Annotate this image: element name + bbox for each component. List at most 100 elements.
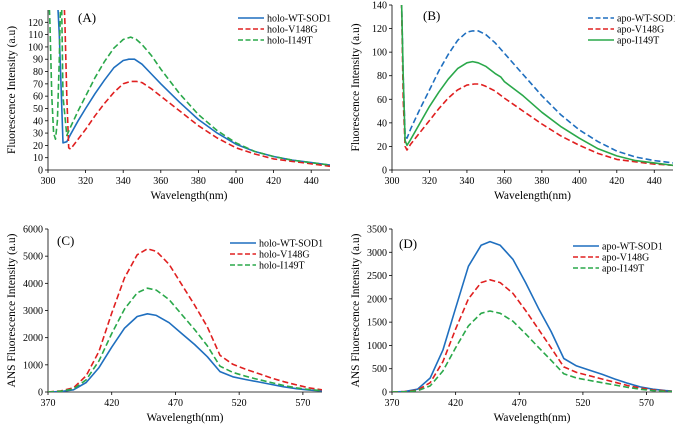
legend-entry: holo-WT-SOD1 [267, 14, 331, 25]
x-tick-label: 420 [448, 398, 463, 409]
y-tick-label: 10 [33, 153, 43, 164]
x-tick-label: 370 [385, 398, 400, 409]
y-axis-label: Fluorescence Intensity (a.u) [6, 26, 18, 154]
x-tick-label: 380 [534, 176, 549, 187]
x-tick-label: 340 [116, 176, 131, 187]
x-tick-label: 400 [572, 176, 587, 187]
chart-panel-d: 0 500 1000 1500 2000 2500 3000 3500 370 420 470 520… [350, 225, 672, 424]
y-axis-label: ANS Fluorescence Intensity (a.u) [6, 233, 18, 387]
x-tick-label: 300 [41, 176, 56, 187]
y-axis-label: ANS Fluorescence Intensity (a.u) [350, 233, 362, 387]
y-tick-label: 30 [33, 129, 43, 140]
x-tick-label: 440 [647, 176, 662, 187]
series-line-holo-i149t [48, 10, 330, 166]
x-tick-label: 520 [575, 398, 590, 409]
legend-entry: holo-V148G [259, 250, 310, 261]
y-tick-label: 110 [28, 30, 43, 41]
legend-entry: holo-WT-SOD1 [259, 239, 323, 250]
y-tick-label: 100 [372, 48, 387, 59]
legend-entry: holo-I149T [267, 36, 313, 47]
series-line-holo-v148g [48, 248, 322, 392]
y-tick-label: 0 [382, 388, 387, 399]
chart-panel-b: 0 20 40 60 80 100 120 140 300 320 340 360 380 400 420 4… [350, 1, 675, 203]
y-tick-label: 20 [377, 142, 387, 153]
x-tick-label: 470 [168, 398, 183, 409]
legend-entry: apo-WT-SOD1 [617, 14, 675, 25]
panel-label: (A) [78, 10, 96, 25]
x-tick-label: 570 [639, 398, 654, 409]
series-lines [392, 240, 672, 392]
x-axis-label: Wavelength(nm) [494, 412, 571, 424]
legend-entry: apo-I149T [617, 36, 659, 47]
legend-entry: holo-V148G [267, 25, 318, 36]
x-tick-label: 360 [153, 176, 168, 187]
series-line-holo-wt-sod1 [48, 312, 322, 392]
x-tick-label: 370 [41, 398, 56, 409]
y-tick-label: 1500 [367, 318, 387, 329]
chart-panel-c: 0 1000 2000 3000 4000 5000 6000 370 420 470 520 570… [6, 225, 323, 425]
y-tick-label: 4000 [23, 279, 43, 290]
series-line-apo-wt-sod1 [400, 5, 673, 164]
legend-entry: apo-I149T [602, 264, 644, 275]
y-tick-label: 20 [33, 141, 43, 152]
y-tick-label: 2500 [367, 271, 387, 282]
series-line-apo-v148g [392, 278, 672, 392]
y-axis-label: Fluorescence Intensity (a.u) [350, 23, 362, 151]
y-tick-label: 1000 [23, 360, 43, 371]
legend-entry: apo-V148G [602, 253, 649, 264]
series-lines [48, 248, 322, 392]
y-tick-label: 500 [372, 364, 387, 375]
y-tick-label: 6000 [23, 225, 43, 236]
panel-label: (C) [57, 233, 74, 248]
y-tick-label: 0 [382, 166, 387, 177]
y-tick-label: 80 [377, 71, 387, 82]
y-tick-label: 0 [38, 166, 43, 177]
panel-label: (D) [399, 236, 417, 251]
x-tick-label: 520 [232, 398, 247, 409]
y-tick-label: 40 [33, 116, 43, 127]
y-tick-label: 70 [33, 79, 43, 90]
y-tick-label: 60 [377, 95, 387, 106]
x-axis-label: Wavelength(nm) [494, 190, 571, 202]
x-tick-label: 380 [191, 176, 206, 187]
x-tick-label: 420 [266, 176, 281, 187]
x-tick-label: 440 [304, 176, 319, 187]
x-tick-label: 420 [609, 176, 624, 187]
y-tick-label: 50 [33, 104, 43, 115]
panel-label: (B) [423, 8, 440, 23]
legend-entry: apo-WT-SOD1 [602, 242, 663, 253]
x-tick-label: 320 [78, 176, 93, 187]
legend-entry: holo-I149T [259, 261, 305, 272]
y-tick-label: 90 [33, 55, 43, 66]
y-tick-label: 0 [38, 388, 43, 399]
y-tick-label: 120 [372, 24, 387, 35]
y-tick-label: 2000 [23, 333, 43, 344]
series-line-holo-v148g [63, 10, 330, 168]
x-tick-label: 320 [422, 176, 437, 187]
series-line-apo-v148g [400, 5, 673, 167]
x-tick-label: 470 [512, 398, 527, 409]
y-tick-label: 3000 [367, 248, 387, 259]
y-tick-label: 3500 [367, 225, 387, 236]
series-lines [400, 5, 673, 167]
x-tick-label: 340 [459, 176, 474, 187]
y-tick-label: 40 [377, 118, 387, 129]
y-tick-label: 2000 [367, 294, 387, 305]
x-tick-label: 360 [497, 176, 512, 187]
y-tick-label: 5000 [23, 252, 43, 263]
y-tick-label: 60 [33, 92, 43, 103]
series-line-apo-i149t [392, 310, 672, 392]
x-tick-label: 570 [295, 398, 310, 409]
y-tick-label: 140 [372, 1, 387, 12]
x-tick-label: 400 [229, 176, 244, 187]
y-tick-label: 3000 [23, 306, 43, 317]
y-tick-label: 100 [28, 42, 43, 53]
x-tick-label: 300 [385, 176, 400, 187]
y-tick-label: 80 [33, 67, 43, 78]
series-line-apo-wt-sod1 [392, 240, 672, 392]
series-lines [48, 10, 330, 168]
y-tick-label: 1000 [367, 341, 387, 352]
x-tick-label: 420 [104, 398, 119, 409]
